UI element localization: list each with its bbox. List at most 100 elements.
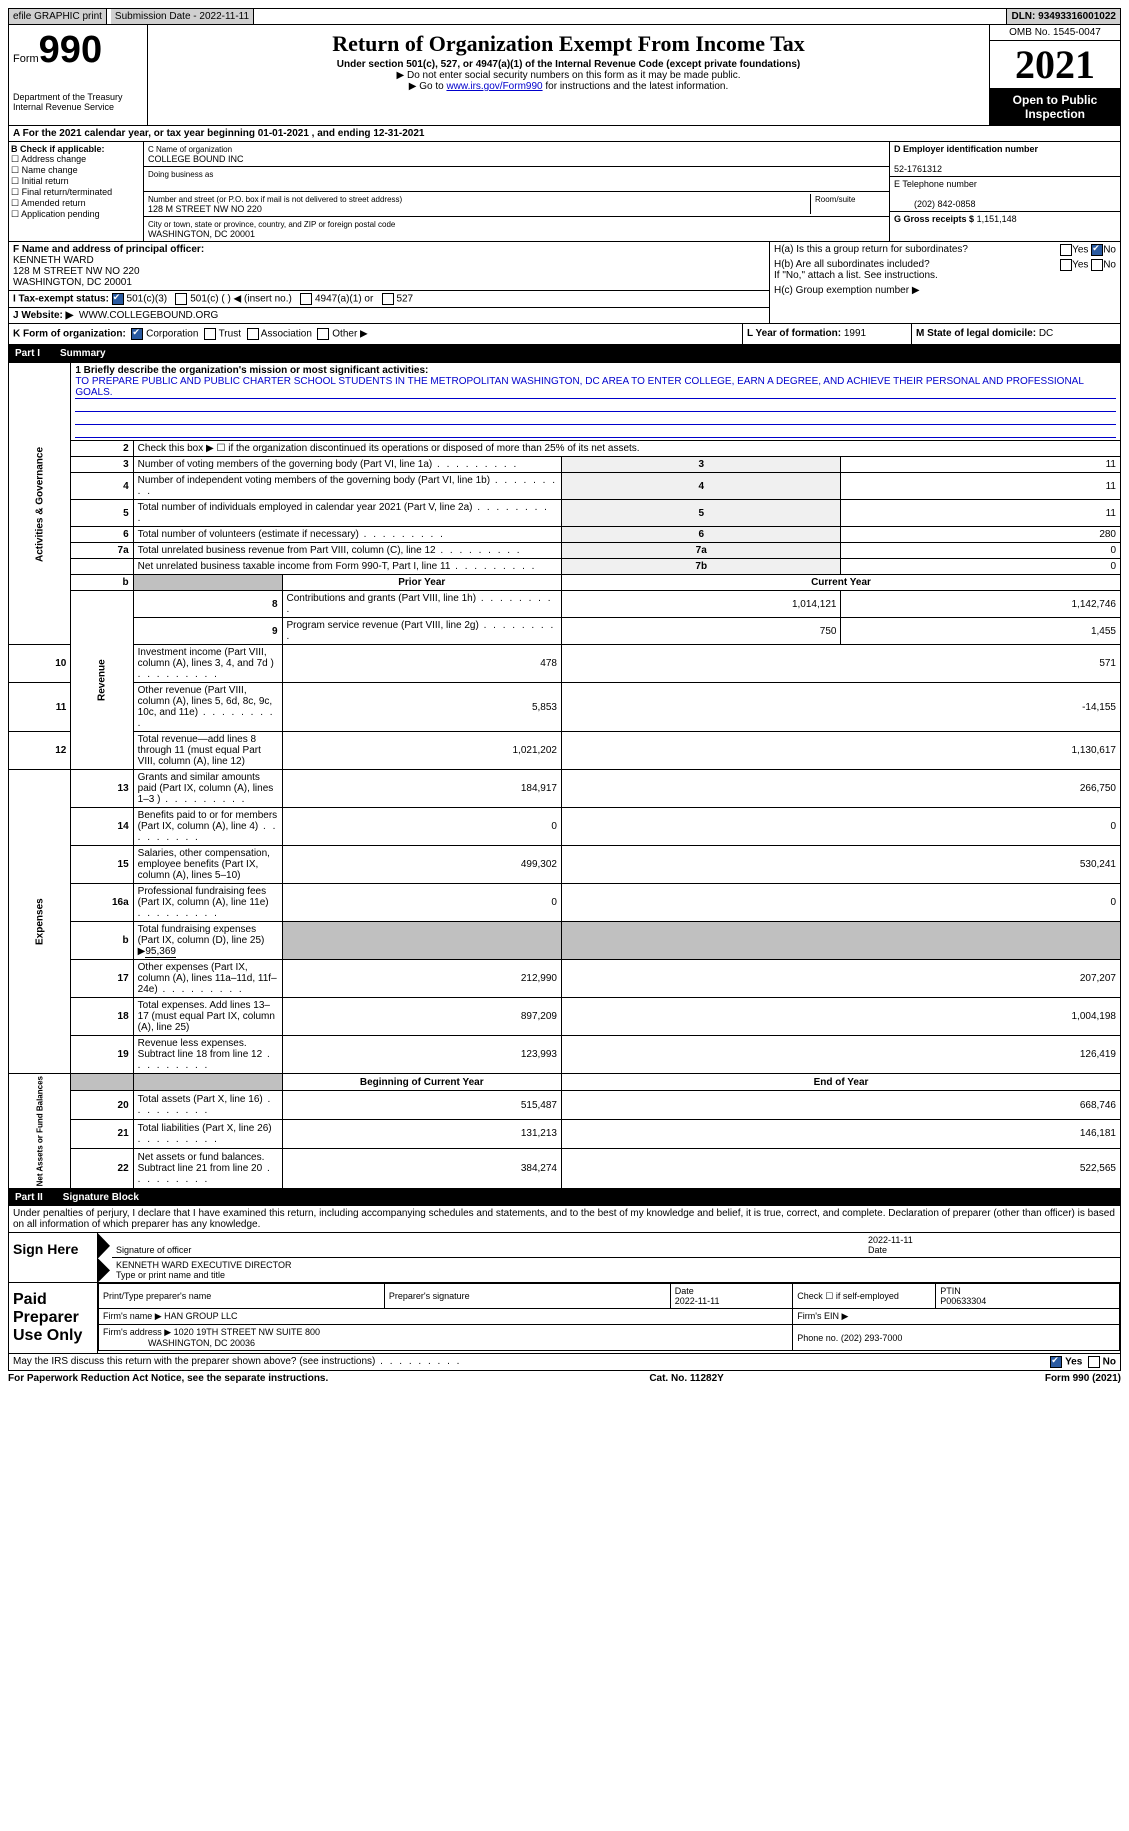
line-8: Contributions and grants (Part VIII, lin… — [287, 593, 553, 615]
prep-date: 2022-11-11 — [675, 1296, 720, 1306]
cb-name[interactable]: ☐ Name change — [11, 165, 78, 175]
prior-14: 0 — [282, 808, 561, 846]
city-label: City or town, state or province, country… — [148, 220, 395, 229]
footer-left: For Paperwork Reduction Act Notice, see … — [8, 1373, 328, 1384]
cb-other[interactable] — [317, 328, 329, 340]
cb-amended[interactable]: ☐ Amended return — [11, 198, 86, 208]
cb-501c[interactable] — [175, 293, 187, 305]
line-13: Grants and similar amounts paid (Part IX… — [138, 772, 274, 805]
curr-14: 0 — [561, 808, 1120, 846]
val-7b: 0 — [841, 559, 1121, 575]
cb-ha-no[interactable] — [1091, 244, 1103, 256]
prior-19: 123,993 — [282, 1036, 561, 1074]
part2-header: Part IISignature Block — [8, 1189, 1121, 1206]
vert-governance: Activities & Governance — [9, 363, 71, 645]
box-k: K Form of organization: Corporation Trus… — [9, 324, 743, 344]
prep-self-emp[interactable]: Check ☐ if self-employed — [797, 1291, 899, 1301]
form-number: Form990 — [13, 29, 143, 72]
line-2: Check this box ▶ ☐ if the organization d… — [133, 441, 1120, 457]
cb-trust[interactable] — [204, 328, 216, 340]
box-hc: H(c) Group exemption number ▶ — [770, 283, 1120, 298]
page-footer: For Paperwork Reduction Act Notice, see … — [8, 1371, 1121, 1386]
ptin-label: PTIN — [940, 1286, 961, 1296]
form-subtitle: Under section 501(c), 527, or 4947(a)(1)… — [152, 59, 985, 70]
cb-final[interactable]: ☐ Final return/terminated — [11, 187, 112, 197]
cb-501c3[interactable] — [112, 293, 124, 305]
sign-here-label: Sign Here — [9, 1233, 98, 1282]
sig-date: 2022-11-11 — [868, 1235, 913, 1245]
gross-value: 1,151,148 — [977, 214, 1017, 224]
firm-city: WASHINGTON, DC 20036 — [148, 1338, 255, 1348]
omb-number: OMB No. 1545-0047 — [990, 25, 1120, 41]
cb-ha-yes[interactable] — [1060, 244, 1072, 256]
officer-addr2: WASHINGTON, DC 20001 — [13, 277, 132, 288]
line-3: Number of voting members of the governin… — [138, 459, 519, 470]
dln: DLN: 93493316001022 — [1006, 9, 1120, 24]
firm-name: HAN GROUP LLC — [164, 1311, 237, 1321]
line-21: Total liabilities (Part X, line 26) — [138, 1123, 272, 1145]
prior-8: 1,014,121 — [561, 591, 840, 618]
tax-year: 2021 — [990, 41, 1120, 89]
cb-discuss-yes[interactable] — [1050, 1356, 1062, 1368]
prep-date-label: Date — [675, 1286, 694, 1296]
ein-label: D Employer identification number — [894, 144, 1038, 154]
part1-header: Part ISummary — [8, 345, 1121, 362]
beg-20: 515,487 — [282, 1091, 561, 1120]
cb-hb-yes[interactable] — [1060, 259, 1072, 271]
curr-18: 1,004,198 — [561, 998, 1120, 1036]
cb-hb-no[interactable] — [1091, 259, 1103, 271]
phone-value: (202) 842-0858 — [894, 199, 976, 209]
cb-initial[interactable]: ☐ Initial return — [11, 176, 69, 186]
prior-10: 478 — [282, 645, 561, 683]
box-l: L Year of formation: 1991 — [743, 324, 912, 344]
cb-corp[interactable] — [131, 328, 143, 340]
officer-addr1: 128 M STREET NW NO 220 — [13, 266, 140, 277]
prior-9: 750 — [561, 618, 840, 645]
cb-pending[interactable]: ☐ Application pending — [11, 209, 100, 219]
val-7a: 0 — [841, 543, 1121, 559]
line-7a: Total unrelated business revenue from Pa… — [138, 545, 522, 556]
val-3: 11 — [841, 457, 1121, 473]
footer-right: Form 990 (2021) — [1045, 1373, 1121, 1384]
firm-name-label: Firm's name ▶ — [103, 1311, 162, 1321]
box-f: F Name and address of principal officer:… — [9, 242, 769, 291]
end-21: 146,181 — [561, 1119, 1120, 1148]
cb-527[interactable] — [382, 293, 394, 305]
signer-name: KENNETH WARD EXECUTIVE DIRECTOR — [116, 1260, 292, 1270]
prep-sig-label: Preparer's signature — [389, 1291, 470, 1301]
prior-year-hdr: Prior Year — [282, 575, 561, 591]
line-17: Other expenses (Part IX, column (A), lin… — [138, 962, 277, 995]
curr-9: 1,455 — [841, 618, 1121, 645]
paid-preparer-block: Paid Preparer Use Only Print/Type prepar… — [8, 1283, 1121, 1354]
end-year-hdr: End of Year — [561, 1074, 1120, 1091]
curr-12: 1,130,617 — [561, 732, 1120, 770]
cb-4947[interactable] — [300, 293, 312, 305]
box-c: C Name of organization COLLEGE BOUND INC… — [144, 142, 890, 241]
addr-label: Number and street (or P.O. box if mail i… — [148, 195, 402, 204]
cb-discuss-no[interactable] — [1088, 1356, 1100, 1368]
section-bcdefg: B Check if applicable: ☐ Address change … — [8, 142, 1121, 242]
open-public: Open to Public Inspection — [990, 89, 1120, 125]
line-5: Total number of individuals employed in … — [138, 502, 549, 524]
line-9: Program service revenue (Part VIII, line… — [287, 620, 556, 642]
prior-13: 184,917 — [282, 770, 561, 808]
cb-address[interactable]: ☐ Address change — [11, 154, 86, 164]
box-hb: H(b) Are all subordinates included? Yes … — [770, 257, 1120, 283]
summary-table: Activities & Governance 1 Briefly descri… — [8, 362, 1121, 1189]
cb-assoc[interactable] — [247, 328, 259, 340]
val-4: 11 — [841, 473, 1121, 500]
box-b: B Check if applicable: ☐ Address change … — [9, 142, 144, 241]
line-14: Benefits paid to or for members (Part IX… — [138, 810, 278, 843]
irs-link[interactable]: www.irs.gov/Form990 — [446, 81, 542, 92]
room-label: Room/suite — [815, 195, 855, 204]
box-i: I Tax-exempt status: 501(c)(3) 501(c) ( … — [9, 291, 769, 308]
curr-11: -14,155 — [561, 683, 1120, 732]
hb-note: If "No," attach a list. See instructions… — [774, 270, 938, 281]
firm-ein-label: Firm's EIN ▶ — [797, 1311, 848, 1321]
ein-value: 52-1761312 — [894, 164, 942, 174]
curr-13: 266,750 — [561, 770, 1120, 808]
sig-date-label: Date — [868, 1245, 887, 1255]
beg-22: 384,274 — [282, 1148, 561, 1189]
prior-15: 499,302 — [282, 846, 561, 884]
box-j: J Website: ▶ WWW.COLLEGEBOUND.ORG — [9, 308, 769, 323]
